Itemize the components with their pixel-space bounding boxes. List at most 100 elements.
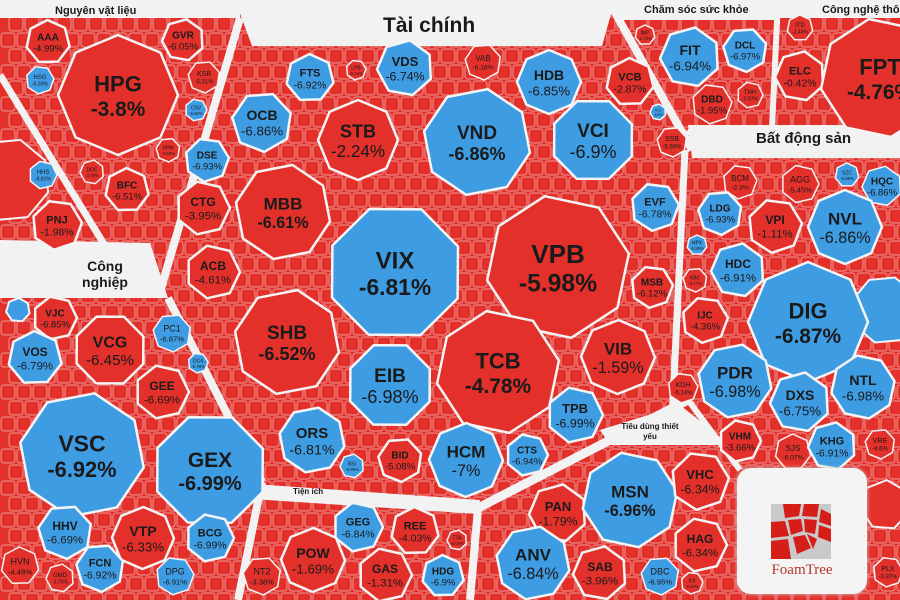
cell-nvl[interactable]: NVL-6.86% — [806, 188, 884, 266]
cell-kdh[interactable]: KDH -6.14% — [668, 373, 699, 404]
cell-ors[interactable]: ORS-6.81% — [278, 406, 346, 474]
cell-eib[interactable]: EIB-6.98% — [348, 343, 432, 427]
cell-vds[interactable]: VDS-6.74% — [375, 39, 433, 97]
cell-gmd[interactable]: GMD-3.76% — [45, 563, 74, 593]
cell-hpg[interactable]: HPG-3.8% — [56, 33, 180, 157]
cell-vib[interactable]: VIB-1.59% — [579, 318, 657, 396]
cell-vcg[interactable]: VCG-6.45% — [75, 315, 145, 385]
cell-bcg[interactable]: BCG-6.99% — [187, 513, 236, 563]
cell-sab[interactable]: SAB-3.96% — [571, 545, 627, 600]
cell-kbc[interactable]: KBC-3.17% — [682, 268, 708, 293]
cell-tci[interactable]: TCI-6.9% — [649, 103, 667, 121]
cell-gvr[interactable]: GVR-6.05% — [160, 18, 204, 62]
cell-anv[interactable]: ANV-6.84% — [495, 525, 571, 600]
cell-vab[interactable]: VAB -6.16% — [464, 44, 501, 81]
cell-hhv[interactable]: HHV-6.69% — [37, 505, 93, 561]
cell-pdr[interactable]: PDR-6.98% — [697, 343, 773, 419]
cell-sjs[interactable]: SJS -6.07% — [774, 433, 812, 470]
cell-hhs[interactable]: HHS-6.81% — [29, 160, 58, 190]
cell-vpi[interactable]: VPI-1.11% — [748, 199, 804, 255]
cell-khg[interactable]: KHG-6.91% — [806, 421, 856, 471]
cell-vtp[interactable]: VTP-6.33% — [110, 505, 176, 571]
cell-dpm[interactable]: DPM-4.69% — [155, 138, 181, 163]
cell-hag[interactable]: HAG-6.34% — [674, 517, 729, 573]
cell-aaa[interactable]: AAA-4.99% — [25, 18, 71, 64]
cell-dbc[interactable]: DBC-6.95% — [640, 557, 679, 596]
cell-vjc[interactable]: VJC-6.85% — [33, 295, 79, 341]
cell-hqc[interactable]: HQC-6.86% — [861, 165, 900, 207]
cell-vix[interactable]: VIX-6.81% — [330, 207, 460, 337]
cell-fpt[interactable]: FPT-4.76% — [819, 17, 900, 139]
cell-ctg[interactable]: CTG-3.95% — [177, 180, 232, 236]
cell-elc[interactable]: ELC-0.42% — [773, 50, 825, 102]
cell-gas[interactable]: GAS-1.31% — [359, 547, 414, 600]
cell-dc4[interactable]: DC4-6.78% — [187, 352, 209, 374]
cell-stb[interactable]: STB-2.24% — [316, 98, 400, 182]
cell-ssb[interactable]: SSB -5.69% — [656, 127, 688, 158]
cell-pow[interactable]: POW-1.69% — [279, 526, 347, 594]
cell-vos[interactable]: VOS-6.79% — [7, 329, 63, 384]
cell-bsi[interactable]: BSI-6.98% — [339, 453, 364, 479]
cell-hdg[interactable]: HDG-6.9% — [421, 553, 465, 597]
cell-lpb[interactable]: LPB-6.16% — [345, 59, 367, 81]
cell-bfc[interactable]: BFC-6.51% — [104, 166, 150, 212]
cell-msb[interactable]: MSB-6.12% — [631, 265, 675, 310]
cell-vsc[interactable]: VSC-6.92% — [19, 392, 145, 518]
cell-ldg[interactable]: LDG-6.93% — [697, 191, 743, 237]
cell-hdb[interactable]: HDB-6.85% — [515, 48, 583, 116]
cell-geg[interactable]: GEG-6.84% — [334, 501, 385, 553]
cell-szc[interactable]: SZC-6.89% — [834, 162, 860, 187]
cell-hsg[interactable]: HSG-6.93% — [26, 65, 55, 95]
cell-fts[interactable]: FTS-6.92% — [285, 52, 335, 102]
cell-vcb[interactable]: VCB-2.87% — [605, 56, 655, 106]
cell-ree[interactable]: REE-4.03% — [390, 505, 440, 555]
cell-vci[interactable]: VCI-6.9% — [552, 99, 634, 181]
cell-dxs[interactable]: DXS-6.75% — [768, 371, 829, 433]
cell-shb[interactable]: SHB-6.52% — [233, 288, 341, 396]
cell-ocb[interactable]: OCB-6.86% — [231, 92, 292, 154]
cell-vhc[interactable]: VHC-6.34% — [671, 452, 731, 512]
cell-vhm[interactable]: VHM-3.66% — [719, 419, 763, 463]
cell-mbb[interactable]: MBB-6.61% — [234, 163, 332, 261]
cell-hvn[interactable]: HVN-4.48% — [0, 546, 40, 585]
cell-tcb[interactable]: TCB-4.78% — [435, 309, 561, 435]
cell-dpg[interactable]: DPG-6.91% — [156, 557, 195, 596]
cell-ijc[interactable]: IJC-4.36% — [682, 296, 730, 345]
cell-imp[interactable]: IMP-1.73% — [634, 24, 656, 45]
cell-ntl[interactable]: NTL-6.98% — [830, 354, 896, 420]
cell-ksb[interactable]: KSB -5.31% — [187, 61, 221, 94]
cell-dgc[interactable]: DGC-3.79% — [79, 159, 104, 185]
cell-idi[interactable]: IDI-6.63% — [680, 571, 704, 595]
cell-evf[interactable]: EVF-6.78% — [631, 182, 681, 233]
cell-hdc[interactable]: HDC-6.91% — [709, 242, 765, 298]
cell-fit[interactable]: FIT-6.94% — [658, 26, 719, 88]
cell-cts[interactable]: CTS-6.94% — [506, 433, 550, 477]
cell-gex[interactable]: GEX-6.99% — [155, 415, 265, 525]
cell-dcl[interactable]: DCL-6.97% — [722, 28, 768, 74]
cell-acb[interactable]: ACB-4.61% — [187, 244, 242, 300]
cell-csv[interactable]: CSV-6.92% — [185, 98, 208, 122]
cell-change: -6.92% — [189, 111, 203, 116]
cell-plx[interactable]: PLX -3.97% — [873, 557, 900, 588]
cell-pnj[interactable]: PNJ-1.98% — [32, 200, 84, 252]
cell-nt2[interactable]: NT2-3.38% — [242, 557, 281, 596]
cell-tnh[interactable]: TNH-2.97% — [737, 81, 764, 109]
cell-fcn[interactable]: FCN-6.92% — [75, 544, 125, 594]
cell-msn[interactable]: MSN-6.96% — [581, 451, 679, 549]
cell-itd[interactable]: ITD-2.44% — [786, 14, 814, 41]
cell-tpb[interactable]: TPB-6.99% — [548, 386, 605, 444]
cell-vpb[interactable]: VPB-5.98% — [485, 194, 631, 340]
cell-vnd[interactable]: VND-6.86% — [422, 87, 532, 197]
cell-dbd[interactable]: DBD-1.95% — [692, 84, 733, 125]
cell-hcm[interactable]: HCM-7% — [427, 421, 505, 499]
cell-vre[interactable]: VRE -4.6% — [864, 429, 896, 460]
small-tile — [456, 304, 472, 320]
cell-bcm[interactable]: BCM -2.3% — [723, 165, 758, 200]
cell-hpx[interactable]: HPX-6.95% — [686, 234, 708, 255]
cell-tta[interactable]: TTA-5.04% — [446, 529, 467, 551]
cell-bid[interactable]: BID-5.08% — [377, 438, 423, 484]
cell-pc1[interactable]: PC1-6.87% — [152, 314, 191, 353]
cell-agg[interactable]: AGG-5.45% — [782, 164, 820, 204]
cell-gee[interactable]: GEE-6.69% — [136, 364, 191, 420]
cell-dse[interactable]: DSE-6.93% — [185, 137, 231, 184]
